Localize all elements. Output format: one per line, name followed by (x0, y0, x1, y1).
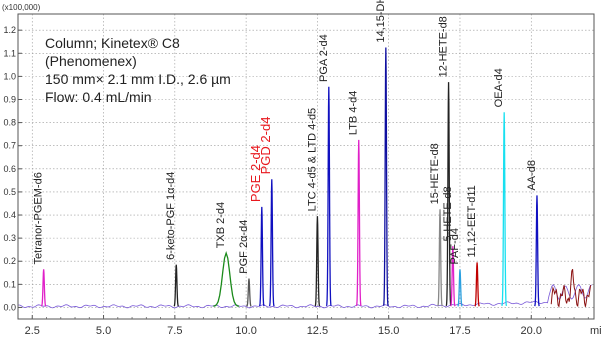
peak-label: 6-keto-PGF 1α-d4 (165, 172, 177, 260)
peak-trace (246, 278, 252, 307)
plot-frame (17, 13, 595, 320)
peak-label: OEA-d4 (493, 68, 505, 107)
x-tick-label: 2.5 (25, 325, 40, 337)
x-tick-label: 12.5 (307, 325, 328, 337)
peak-trace (457, 269, 463, 307)
peak-label: 12-HETE-d8 (438, 16, 450, 77)
x-tick-label: 7.5 (167, 325, 182, 337)
peak-labels: Tetranor-PGEM-d6 6-keto-PGF 1α-d4 TXB 2-d4… (33, 0, 538, 274)
peak-label: 11,12-EET-d11 (466, 185, 478, 257)
annotation-line-4: Flow: 0.4 mL/min (45, 89, 152, 105)
peak-trace (534, 195, 540, 307)
x-tick-label: 15.0 (378, 325, 399, 337)
y-tick-label: 0.6 (3, 164, 16, 174)
peak-label: TXB 2-d4 (215, 202, 227, 248)
traces (18, 47, 592, 309)
x-tick-label: 10.0 (235, 325, 256, 337)
grid (18, 14, 594, 319)
y-tick-label: 0.8 (3, 118, 16, 128)
annotation-line-3: 150 mm× 2.1 mm I.D., 2.6 µm (45, 71, 231, 87)
axes: 0.0 0.1 0.2 0.3 0.4 0.5 0.6 0.7 0.8 0.9 1.0 1.1 1.2 2… (3, 25, 589, 337)
y-tick-label: 0.9 (3, 94, 16, 104)
peak-trace (501, 112, 508, 307)
y-tick-label: 0.1 (3, 279, 16, 289)
peak-label: PGF 2α-d4 (238, 220, 250, 274)
peak-label: PGA 2-d4 (318, 34, 330, 82)
peak-trace (314, 216, 321, 307)
peak-label: 15-HETE-d8 (429, 143, 441, 204)
y-tick-label: 0.5 (3, 187, 16, 197)
peak-trace (213, 251, 240, 307)
annotation-box: Column; Kinetex® C8 (Phenomenex) 150 mm×… (45, 35, 231, 105)
peak-trace (450, 246, 456, 307)
peak-trace (474, 262, 480, 307)
late-noise-trace (550, 269, 592, 308)
y-scale-note: (x100,000) (2, 3, 41, 12)
y-tick-label: 0.2 (3, 256, 16, 266)
peak-trace (325, 86, 332, 306)
peak-label: PGD 2-d4 (258, 117, 273, 175)
annotation-line-1: Column; Kinetex® C8 (45, 35, 180, 51)
peak-trace (268, 179, 275, 307)
y-tick-label: 0.7 (3, 141, 16, 151)
peak-label: LTC 4-d5 & LTD 4-d5 (306, 108, 318, 212)
y-tick-label: 0.3 (3, 233, 16, 243)
x-tick-label: 5.0 (96, 325, 111, 337)
peak-label: PGE 2-d4 (248, 145, 263, 202)
peak-label: PAF-d4 (449, 228, 461, 264)
peak-trace (258, 206, 265, 307)
peak-trace (437, 209, 443, 307)
y-tick-label: 0.4 (3, 210, 16, 220)
y-tick-label: 1.0 (3, 71, 16, 81)
peak-label: LTB 4-d4 (348, 91, 360, 135)
peak-trace (173, 264, 179, 307)
x-tick-label: 20.0 (521, 325, 542, 337)
peak-label: 5-HETE-d8 (442, 186, 454, 241)
annotation-line-2: (Phenomenex) (45, 53, 137, 69)
peak-trace (355, 139, 362, 307)
y-tick-label: 0.0 (3, 302, 16, 312)
peak-trace (40, 269, 47, 307)
peak-trace (445, 82, 452, 306)
baseline-trace (18, 283, 592, 309)
peak-label: AA-d8 (526, 160, 538, 191)
y-tick-label: 1.1 (3, 48, 16, 58)
peak-label: Tetranor-PGEM-d6 (33, 172, 45, 264)
peak-trace (382, 47, 389, 306)
y-tick-label: 1.2 (3, 25, 16, 35)
x-tick-label: 17.5 (449, 325, 470, 337)
x-axis-unit: min (590, 325, 601, 337)
peak-label: 14,15-DHET-d11 (375, 0, 387, 43)
